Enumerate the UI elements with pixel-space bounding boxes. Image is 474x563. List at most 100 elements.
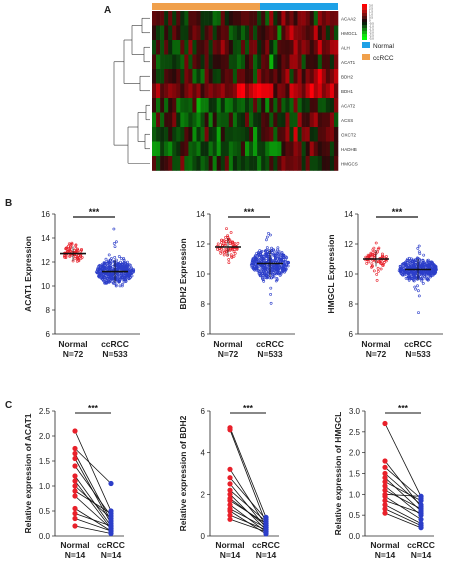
data-point <box>420 279 424 283</box>
heatmap-cell <box>172 54 177 70</box>
heatmap-cell <box>309 127 315 142</box>
data-point <box>223 248 227 252</box>
data-point <box>109 262 113 266</box>
heatmap-cell <box>309 156 315 171</box>
heatmap-cell <box>196 83 201 99</box>
heatmap-cell <box>245 112 250 128</box>
normal-point <box>382 464 388 470</box>
heatmap-cell <box>168 112 173 128</box>
heatmap-cell <box>261 25 266 41</box>
data-point <box>273 272 277 276</box>
data-point <box>232 250 236 253</box>
heatmap-cell <box>289 40 294 55</box>
data-point <box>120 275 124 279</box>
heatmap-cell <box>216 156 222 171</box>
heatmap-cell <box>273 112 278 128</box>
normal-point <box>72 428 78 434</box>
heatmap-cell <box>216 98 222 113</box>
heatmap-cell <box>160 25 165 41</box>
gene-labels: ACAA2 HMGCL ALH ACAT1 BDH2 BDH1 ACAT2 ACSS OXCT2… <box>341 16 358 166</box>
data-point <box>407 271 411 275</box>
heatmap-cell <box>321 156 327 171</box>
category-n-label: N=533 <box>257 349 283 359</box>
data-point <box>277 256 281 260</box>
data-point <box>411 259 415 263</box>
pair-line <box>74 430 112 512</box>
gene-label: ACAT1 <box>341 60 356 65</box>
heatmap-cell <box>160 98 165 113</box>
heatmap-cell <box>333 127 339 142</box>
heatmap-cell <box>240 112 246 128</box>
data-point <box>119 260 122 264</box>
heatmap-cell <box>297 141 302 157</box>
pair-line <box>384 466 422 499</box>
data-point <box>398 267 402 271</box>
heatmap-cell <box>265 98 270 113</box>
heatmap-cell <box>293 112 298 128</box>
category-n-label: N=72 <box>218 349 239 359</box>
ccrcc-point <box>418 498 424 504</box>
heatmap-cell <box>289 83 294 99</box>
heatmap-cell <box>180 40 185 55</box>
y-tick-label: 8 <box>46 306 51 315</box>
heatmap-cell <box>257 83 262 99</box>
data-point <box>378 260 382 264</box>
data-point <box>276 248 279 252</box>
data-point <box>262 279 266 283</box>
ccrcc-point <box>418 506 424 512</box>
category-n-label: N=14 <box>256 550 277 560</box>
data-point <box>404 276 408 280</box>
heatmap-cell <box>317 156 323 171</box>
category-n-label: N=14 <box>220 550 241 560</box>
color-scale-swatch <box>362 37 367 40</box>
data-point <box>286 261 290 265</box>
heatmap-cell <box>204 11 209 26</box>
heatmap-cell <box>232 141 238 157</box>
heatmap-cell <box>236 83 242 99</box>
heatmap-cell <box>277 11 282 26</box>
heatmap-cell <box>329 25 335 41</box>
heatmap-cell <box>168 141 173 157</box>
panel-label-a: A <box>104 5 111 16</box>
normal-point <box>227 508 233 514</box>
heatmap-cell <box>156 69 161 84</box>
data-point <box>271 272 275 276</box>
heatmap-cell <box>277 69 282 84</box>
color-scale-label: -0.5 <box>369 22 374 26</box>
y-axis-label: Relative expression of ACAT1 <box>23 413 33 533</box>
normal-point <box>227 512 233 518</box>
data-point <box>128 271 131 275</box>
data-point <box>381 263 385 267</box>
heatmap-cell <box>200 25 205 41</box>
data-point <box>113 282 117 286</box>
data-point <box>115 263 119 267</box>
heatmap-cell <box>277 25 282 41</box>
data-point <box>69 245 73 249</box>
heatmap-cell <box>265 156 270 171</box>
data-point <box>424 272 428 276</box>
heatmap-cell <box>317 127 323 142</box>
data-point <box>110 257 113 260</box>
data-point <box>372 269 376 273</box>
y-tick-label: 14 <box>41 234 50 243</box>
y-tick-label: 14 <box>344 210 353 219</box>
data-point <box>235 247 239 251</box>
heatmap-cell <box>297 127 302 142</box>
pair-line <box>384 500 422 514</box>
heatmap-cell <box>184 11 189 26</box>
heatmap-cell <box>188 25 193 41</box>
heatmap-cell <box>176 54 181 70</box>
pair-line <box>74 453 112 522</box>
heatmap-cell <box>204 40 209 55</box>
heatmap-cell <box>196 11 201 26</box>
heatmap-cell <box>317 112 323 128</box>
heatmap-cell <box>317 40 323 55</box>
heatmap-cell <box>273 69 278 84</box>
heatmap-cell <box>220 141 226 157</box>
normal-point <box>72 463 78 469</box>
heatmap-cell <box>228 141 234 157</box>
heatmap-cell <box>289 11 294 26</box>
pair-line <box>74 525 112 534</box>
data-point <box>275 269 279 273</box>
heatmap-cell <box>301 98 306 113</box>
